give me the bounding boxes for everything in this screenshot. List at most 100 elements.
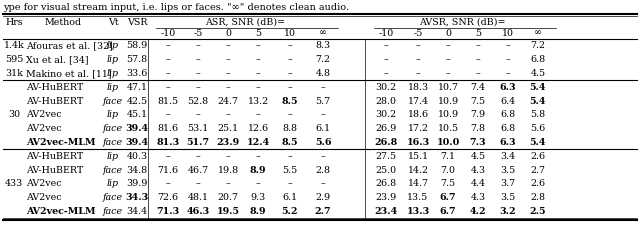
Text: 4.5: 4.5 bbox=[531, 69, 545, 78]
Text: –: – bbox=[255, 55, 260, 64]
Text: –: – bbox=[255, 69, 260, 78]
Text: 7.5: 7.5 bbox=[440, 179, 456, 188]
Text: 5.6: 5.6 bbox=[315, 138, 332, 147]
Text: -10: -10 bbox=[378, 28, 394, 38]
Text: 13.2: 13.2 bbox=[248, 97, 269, 106]
Text: Makino et al. [11]: Makino et al. [11] bbox=[26, 69, 111, 78]
Text: –: – bbox=[445, 69, 451, 78]
Text: 2.8: 2.8 bbox=[531, 193, 545, 202]
Text: –: – bbox=[287, 41, 292, 50]
Text: –: – bbox=[196, 69, 200, 78]
Text: face: face bbox=[103, 193, 123, 202]
Text: –: – bbox=[226, 41, 230, 50]
Text: 0: 0 bbox=[225, 28, 231, 38]
Text: ype for visual stream input, i.e. lips or faces. "∞" denotes clean audio.: ype for visual stream input, i.e. lips o… bbox=[3, 3, 349, 12]
Text: AV-HuBERT: AV-HuBERT bbox=[26, 166, 83, 174]
Text: –: – bbox=[196, 110, 200, 119]
Text: 0: 0 bbox=[445, 28, 451, 38]
Text: 46.3: 46.3 bbox=[186, 207, 210, 216]
Text: 6.7: 6.7 bbox=[440, 207, 456, 216]
Text: AV2vec-MLM: AV2vec-MLM bbox=[26, 207, 95, 216]
Text: 71.6: 71.6 bbox=[157, 166, 179, 174]
Text: 10.0: 10.0 bbox=[436, 138, 460, 147]
Text: 595: 595 bbox=[5, 55, 23, 64]
Text: 28.0: 28.0 bbox=[376, 97, 397, 106]
Text: 5.4: 5.4 bbox=[530, 83, 547, 92]
Text: lip: lip bbox=[107, 179, 119, 188]
Text: 4.8: 4.8 bbox=[316, 69, 330, 78]
Text: –: – bbox=[383, 55, 388, 64]
Text: -5: -5 bbox=[193, 28, 203, 38]
Text: –: – bbox=[287, 69, 292, 78]
Text: 4.3: 4.3 bbox=[470, 166, 486, 174]
Text: –: – bbox=[226, 110, 230, 119]
Text: 13.3: 13.3 bbox=[406, 207, 429, 216]
Text: 23.9: 23.9 bbox=[216, 138, 239, 147]
Text: –: – bbox=[196, 55, 200, 64]
Text: AV2vec-MLM: AV2vec-MLM bbox=[26, 138, 95, 147]
Text: 6.8: 6.8 bbox=[500, 124, 516, 133]
Text: 5.4: 5.4 bbox=[530, 97, 547, 106]
Text: 4.2: 4.2 bbox=[470, 207, 486, 216]
Text: 10.5: 10.5 bbox=[437, 124, 459, 133]
Text: 5.8: 5.8 bbox=[531, 110, 545, 119]
Text: 16.3: 16.3 bbox=[406, 138, 429, 147]
Text: –: – bbox=[166, 152, 170, 161]
Text: 7.4: 7.4 bbox=[470, 83, 486, 92]
Text: 24.7: 24.7 bbox=[218, 97, 239, 106]
Text: 17.4: 17.4 bbox=[408, 97, 429, 106]
Text: face: face bbox=[103, 207, 123, 216]
Text: 2.5: 2.5 bbox=[530, 207, 547, 216]
Text: 10: 10 bbox=[502, 28, 514, 38]
Text: –: – bbox=[226, 179, 230, 188]
Text: 53.1: 53.1 bbox=[188, 124, 209, 133]
Text: 7.0: 7.0 bbox=[440, 166, 456, 174]
Text: 7.1: 7.1 bbox=[440, 152, 456, 161]
Text: 2.8: 2.8 bbox=[316, 166, 330, 174]
Text: 2.7: 2.7 bbox=[531, 166, 545, 174]
Text: 8.3: 8.3 bbox=[316, 41, 331, 50]
Text: 39.4: 39.4 bbox=[125, 124, 148, 133]
Text: 30: 30 bbox=[8, 110, 20, 119]
Text: –: – bbox=[255, 152, 260, 161]
Text: 10: 10 bbox=[284, 28, 296, 38]
Text: –: – bbox=[287, 110, 292, 119]
Text: 2.6: 2.6 bbox=[531, 152, 545, 161]
Text: 15.1: 15.1 bbox=[408, 152, 429, 161]
Text: 3.5: 3.5 bbox=[500, 193, 516, 202]
Text: –: – bbox=[287, 55, 292, 64]
Text: 1.4k: 1.4k bbox=[4, 41, 24, 50]
Text: 18.6: 18.6 bbox=[408, 110, 429, 119]
Text: 71.3: 71.3 bbox=[156, 207, 180, 216]
Text: 26.9: 26.9 bbox=[376, 124, 397, 133]
Text: 45.1: 45.1 bbox=[127, 110, 148, 119]
Text: VSR: VSR bbox=[127, 18, 147, 27]
Text: –: – bbox=[166, 69, 170, 78]
Text: 7.3: 7.3 bbox=[470, 138, 486, 147]
Text: 2.6: 2.6 bbox=[531, 179, 545, 188]
Text: –: – bbox=[255, 41, 260, 50]
Text: –: – bbox=[476, 55, 481, 64]
Text: –: – bbox=[506, 55, 510, 64]
Text: –: – bbox=[415, 69, 420, 78]
Text: Xu et al. [34]: Xu et al. [34] bbox=[26, 55, 88, 64]
Text: 2.9: 2.9 bbox=[316, 193, 331, 202]
Text: 7.9: 7.9 bbox=[470, 110, 486, 119]
Text: -10: -10 bbox=[161, 28, 175, 38]
Text: –: – bbox=[383, 41, 388, 50]
Text: –: – bbox=[196, 41, 200, 50]
Text: 51.7: 51.7 bbox=[186, 138, 209, 147]
Text: 47.1: 47.1 bbox=[127, 83, 147, 92]
Text: 34.4: 34.4 bbox=[127, 207, 148, 216]
Text: 5: 5 bbox=[475, 28, 481, 38]
Text: ∞: ∞ bbox=[319, 28, 327, 38]
Text: 13.5: 13.5 bbox=[408, 193, 429, 202]
Text: –: – bbox=[321, 83, 325, 92]
Text: –: – bbox=[196, 83, 200, 92]
Text: –: – bbox=[166, 110, 170, 119]
Text: 2.7: 2.7 bbox=[315, 207, 332, 216]
Text: lip: lip bbox=[107, 41, 119, 50]
Text: 5.2: 5.2 bbox=[282, 207, 298, 216]
Text: 7.8: 7.8 bbox=[470, 124, 486, 133]
Text: 12.4: 12.4 bbox=[246, 138, 269, 147]
